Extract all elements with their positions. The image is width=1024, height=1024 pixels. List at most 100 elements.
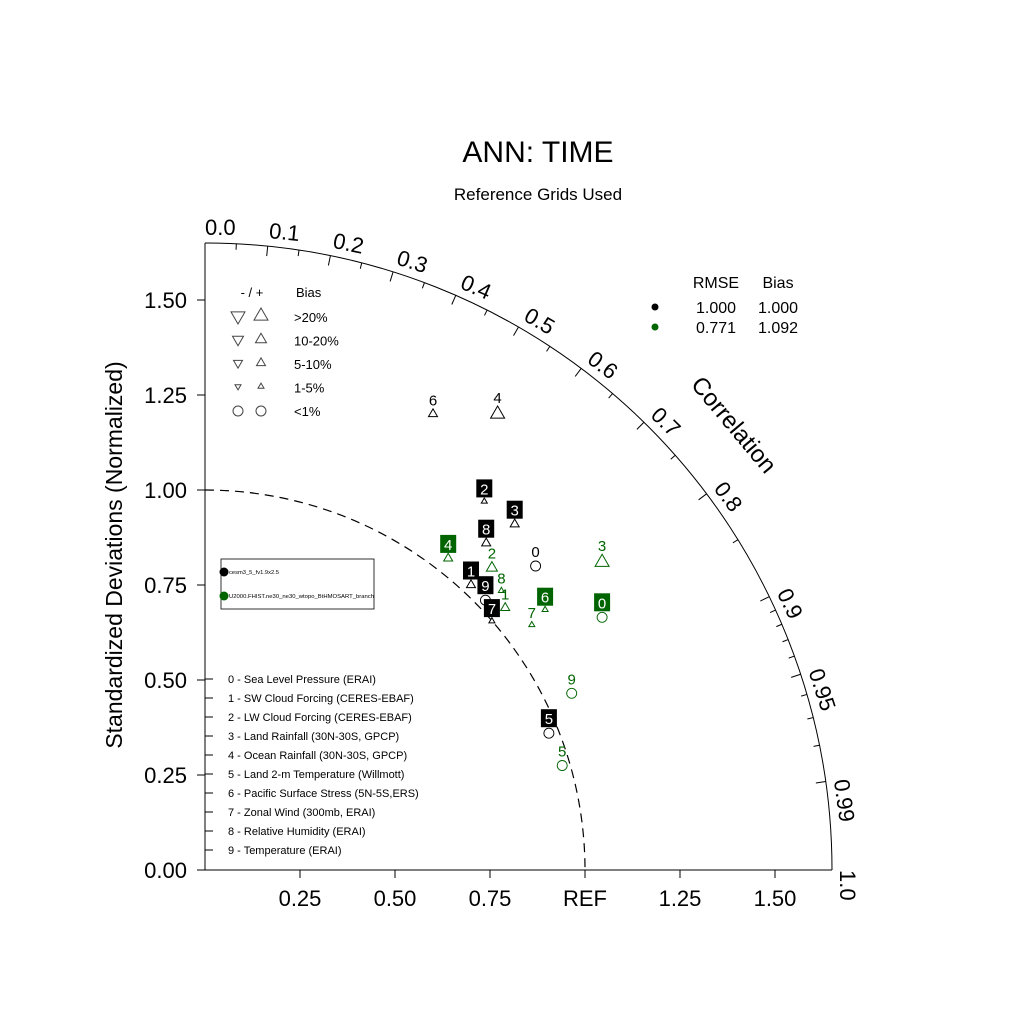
case-legend-name: U2000.FHIST.ne30_ne30_wtopo_BtHMOSART_br… [229, 594, 374, 600]
corr-tick [698, 493, 707, 501]
data-point-label: 3 [598, 538, 606, 555]
corr-minor-tick [608, 393, 613, 399]
corr-label: 1.0 [835, 870, 860, 901]
data-point-label: 7 [528, 605, 536, 622]
corr-tick [636, 421, 645, 430]
variable-list-item: 9 - Temperature (ERAI) [228, 845, 342, 857]
y-tick-label: 0.25 [144, 763, 187, 788]
data-point-label: 5 [558, 744, 566, 761]
data-marker-circle [530, 560, 542, 572]
x-tick-label: REF [563, 886, 607, 911]
bias-legend-label: 1-5% [294, 381, 325, 396]
corr-minor-tick [546, 346, 551, 352]
data-point-label: 0 [531, 544, 539, 561]
x-tick-label: 0.25 [279, 886, 322, 911]
data-marker-triangle [489, 404, 506, 419]
corr-minor-tick [670, 454, 676, 460]
stats-legend-dot [651, 323, 659, 331]
y-tick-label: 1.25 [144, 383, 187, 408]
bias-legend: - / + Bias >20% 10-20% 5-10% 1-5% <1% [230, 285, 339, 419]
variable-list: 0 - Sea Level Pressure (ERAI) 1 - SW Clou… [205, 674, 419, 857]
bias-legend-up-triangle-icon [254, 332, 268, 344]
bias-legend-label: 10-20% [294, 334, 339, 349]
y-tick-label: 1.50 [144, 288, 187, 313]
corr-tick [451, 295, 457, 305]
bias-legend-down-triangle-icon [232, 359, 244, 370]
corr-label: 0.3 [394, 245, 431, 278]
bias-legend-down-triangle-icon [234, 384, 242, 391]
bias-legend-circle-icon [255, 405, 267, 417]
corr-tick [266, 246, 269, 257]
correlation-label: Correlation [685, 372, 781, 479]
data-marker-circle [596, 611, 608, 623]
data-marker-triangle [499, 601, 511, 611]
outer-arc [204, 242, 833, 871]
case-legend-marker [219, 591, 229, 601]
variable-list-item: 5 - Land 2-m Temperature (Willmott) [228, 769, 404, 781]
corr-tick [327, 255, 331, 266]
data-point-label: 9 [481, 578, 489, 595]
data-marker-triangle [541, 605, 549, 612]
variable-list-item: 1 - SW Cloud Forcing (CERES-EBAF) [228, 693, 414, 705]
corr-tick [815, 781, 826, 784]
x-tick-label: 0.50 [374, 886, 417, 911]
data-point-label: 8 [497, 571, 505, 588]
data-marker-triangle [480, 496, 489, 504]
corr-label: 0.0 [205, 215, 236, 240]
corr-label: 0.8 [709, 477, 747, 516]
data-marker-triangle [465, 578, 477, 589]
corr-label: 0.5 [520, 303, 559, 340]
data-label-box [477, 576, 494, 595]
variable-list-item: 6 - Pacific Surface Stress (5N-5S,ERS) [228, 788, 419, 800]
data-marker-circle [556, 760, 568, 771]
bias-legend-up-triangle-icon [257, 382, 265, 389]
stats-legend-rmse-value: 0.771 [696, 320, 736, 337]
bias-legend-label: >20% [294, 310, 328, 325]
corr-label: 0.2 [331, 228, 366, 259]
data-marker-triangle [427, 407, 439, 418]
y-tick-label: 0.75 [144, 573, 187, 598]
bias-legend-circle-icon [232, 405, 244, 417]
chart-subtitle: Reference Grids Used [454, 185, 622, 204]
corr-minor-tick [297, 250, 300, 257]
data-point-label: 0 [598, 595, 606, 612]
case-legend-name: cesm3_5_fv1.9x2.5 [229, 570, 279, 576]
variable-list-item: 2 - LW Cloud Forcing (CERES-EBAF) [228, 712, 412, 724]
data-point-label: 2 [480, 481, 488, 498]
corr-minor-tick [782, 639, 789, 643]
variable-list-item: 3 - Land Rainfall (30N-30S, GPCP) [228, 731, 399, 743]
bias-legend-up-triangle-icon [255, 356, 267, 367]
bias-legend-label: <1% [294, 404, 321, 419]
corr-tick [760, 596, 770, 602]
stats-legend-bias-header: Bias [762, 275, 793, 292]
data-marker-triangle [480, 537, 492, 547]
data-point-label: 4 [493, 390, 501, 407]
bias-legend-sign-header: - / + [241, 285, 264, 300]
data-marker-triangle [594, 553, 610, 567]
corr-label: 0.6 [583, 346, 622, 384]
data-label-box [506, 500, 523, 519]
data-point-label: 1 [501, 586, 509, 603]
data-point-label: 6 [541, 590, 549, 607]
y-tick-label: 0.50 [144, 668, 187, 693]
y-tick-label: 1.00 [144, 478, 187, 503]
bias-legend-down-triangle-icon [231, 335, 245, 347]
corr-label: 0.4 [457, 270, 495, 305]
stats-legend-rmse-header: RMSE [693, 275, 739, 292]
plot-frame: 0.000.250.500.751.001.251.500.25 0.50 0.75… [144, 242, 833, 911]
data-point-label: 4 [444, 537, 452, 554]
data-marker-circle [543, 727, 555, 739]
corr-tick [790, 673, 801, 678]
corr-minor-tick [788, 655, 795, 659]
corr-tick [574, 368, 582, 377]
stats-legend-bias-value: 1.000 [758, 300, 798, 317]
variable-list-item: 0 - Sea Level Pressure (ERAI) [228, 674, 376, 686]
x-tick-label: 0.75 [469, 886, 512, 911]
bias-legend-label: 5-10% [294, 357, 332, 372]
corr-minor-tick [801, 693, 808, 697]
data-label-box [476, 479, 493, 498]
data-label-box [537, 587, 554, 606]
data-point-label: 7 [488, 601, 496, 618]
